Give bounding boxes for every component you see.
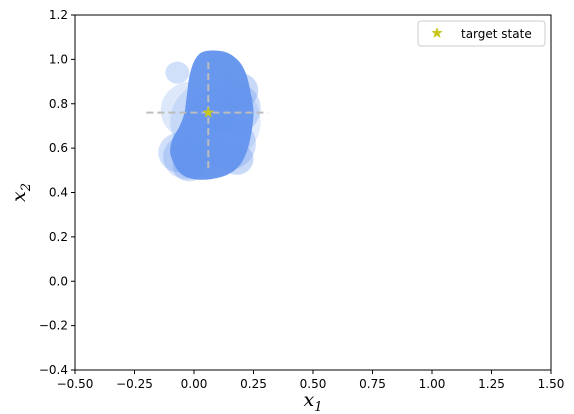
- y-tick-label: 0.6: [49, 141, 68, 155]
- sample-circle: [165, 61, 190, 84]
- y-tick-label: 0.2: [49, 230, 68, 244]
- y-tick-label: −0.4: [39, 363, 68, 377]
- target-state-marker: [202, 106, 214, 118]
- x-tick-label: 0.00: [181, 377, 208, 391]
- y-tick-label: −0.2: [39, 319, 68, 333]
- x-axis-label: x1: [304, 389, 323, 414]
- data-layer: [146, 50, 268, 182]
- y-axis-label: x2: [8, 183, 34, 202]
- x-tick-label: 1.25: [478, 377, 505, 391]
- legend-box: [417, 20, 546, 47]
- x-tick-label: 1.50: [538, 377, 565, 391]
- reachable-set-core: [170, 50, 254, 180]
- x-tick-label: 0.50: [300, 377, 327, 391]
- y-tick-label: 1.2: [49, 8, 68, 22]
- x-axis-ticks: −0.50 −0.25 0.00 0.25 0.50 0.75 1.00 1.25 1.50: [57, 370, 565, 391]
- legend-star-marker: [431, 27, 443, 38]
- y-tick-label: 0.0: [49, 274, 68, 288]
- x-tick-label: 1.00: [419, 377, 446, 391]
- x-tick-label: −0.25: [116, 377, 153, 391]
- legend: target state: [417, 20, 546, 47]
- y-tick-label: 0.4: [49, 186, 68, 200]
- y-tick-label: 1.0: [49, 52, 68, 66]
- x-tick-label: 0.75: [359, 377, 386, 391]
- legend-label: target state: [461, 27, 532, 41]
- y-tick-label: 0.8: [49, 97, 68, 111]
- x-tick-label: 0.25: [240, 377, 267, 391]
- y-axis-ticks: −0.4 −0.2 0.0 0.2 0.4 0.6 0.8 1.0 1.2: [39, 8, 75, 377]
- x-tick-label: −0.50: [57, 377, 94, 391]
- plot-frame: [74, 14, 552, 371]
